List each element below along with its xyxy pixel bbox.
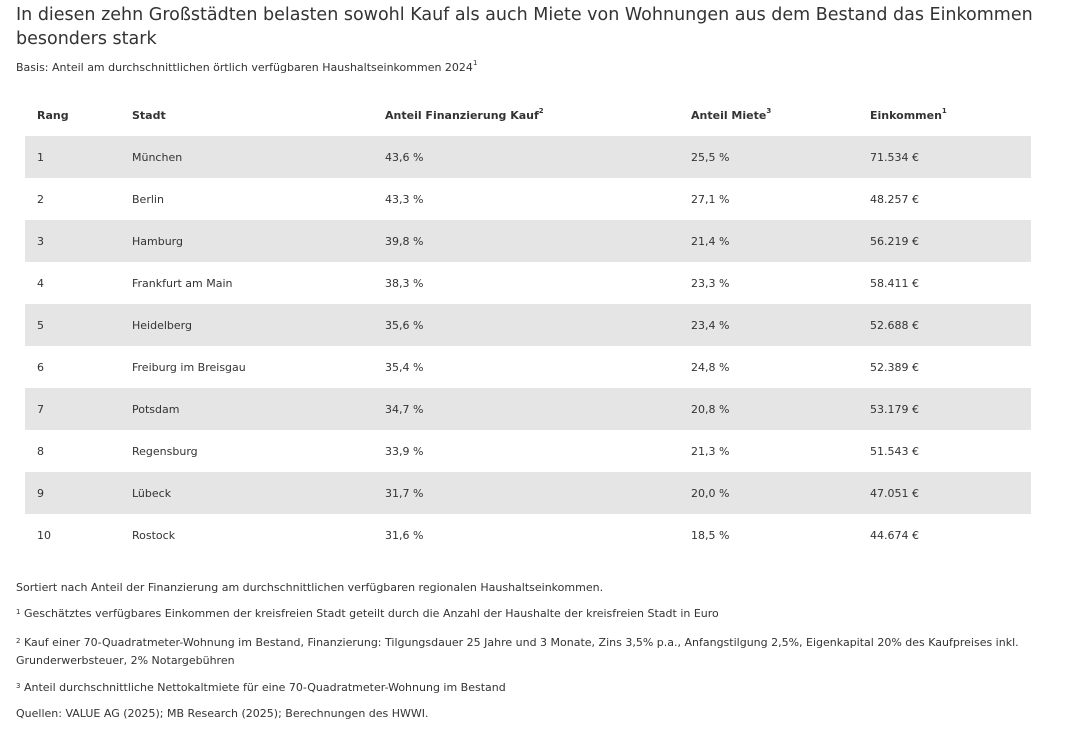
footnote-ref: 1: [472, 59, 478, 67]
column-header-einkommen: Einkommen1: [870, 94, 1031, 136]
cell-einkommen: 53.179 €: [870, 388, 1031, 430]
cell-anteil-miete: 20,8 %: [691, 388, 870, 430]
cell-anteil-kauf: 35,4 %: [385, 360, 424, 374]
cell-stadt: Heidelberg: [132, 304, 385, 346]
footnote-2: 2 Kauf einer 70-Quadratmeter-Wohnung im …: [16, 634, 1026, 670]
cell-einkommen: 52.389 €: [870, 360, 919, 374]
header-label: Stadt: [132, 108, 166, 122]
cell-rang: 6: [37, 360, 44, 374]
table-row: 2 Berlin 43,3 % 27,1 % 48.257 €: [25, 178, 1031, 220]
cell-anteil-kauf: 43,3 %: [385, 192, 424, 206]
city-ranking-table: Rang Stadt Anteil Finanzierung Kauf2 Anteil…: [25, 94, 1031, 556]
cell-anteil-kauf: 34,7 %: [385, 388, 691, 430]
cell-rang: 1: [25, 136, 132, 178]
cell-einkommen: 51.543 €: [870, 444, 919, 458]
cell-rang: 4: [37, 276, 44, 290]
table-row: 1 München 43,6 % 25,5 % 71.534 €: [25, 136, 1031, 178]
cell-anteil-kauf: 38,3 %: [385, 276, 424, 290]
cell-rang: 8: [37, 444, 44, 458]
cell-einkommen: 52.688 €: [870, 304, 1031, 346]
cell-anteil-miete: 21,3 %: [691, 444, 730, 458]
footnote-marker: 1: [16, 608, 21, 616]
footnote-ref: 2: [538, 106, 544, 115]
cell-rang: 3: [25, 220, 132, 262]
footnote-3: 3 Anteil durchschnittliche Nettokaltmiet…: [16, 679, 1026, 697]
table-row: 6 Freiburg im Breisgau 35,4 % 24,8 % 52.389 …: [25, 346, 1031, 388]
footnote-text: Anteil durchschnittliche Nettokaltmiete …: [23, 681, 506, 694]
footnote-marker: 3: [16, 682, 21, 690]
footnote-text: Kauf einer 70-Quadratmeter-Wohnung im Be…: [16, 636, 1019, 667]
cell-anteil-kauf: 31,7 %: [385, 472, 691, 514]
table-header-row: Rang Stadt Anteil Finanzierung Kauf2 Anteil…: [25, 94, 1031, 136]
cell-anteil-kauf: 35,6 %: [385, 304, 691, 346]
cell-anteil-miete: 25,5 %: [691, 136, 870, 178]
subtitle-text: Basis: Anteil am durchschnittlichen örtl…: [16, 61, 473, 74]
subtitle: Basis: Anteil am durchschnittlichen örtl…: [16, 59, 478, 74]
cell-anteil-miete: 27,1 %: [691, 192, 730, 206]
cell-einkommen: 56.219 €: [870, 220, 1031, 262]
cell-anteil-miete: 23,3 %: [691, 276, 730, 290]
cell-anteil-kauf: 39,8 %: [385, 220, 691, 262]
cell-stadt: Hamburg: [132, 220, 385, 262]
cell-stadt: München: [132, 136, 385, 178]
cell-anteil-kauf: 31,6 %: [385, 528, 424, 542]
cell-rang: 7: [25, 388, 132, 430]
table-row: 5 Heidelberg 35,6 % 23,4 % 52.688 €: [25, 304, 1031, 346]
table-row: 8 Regensburg 33,9 % 21,3 % 51.543 €: [25, 430, 1031, 472]
cell-stadt: Berlin: [132, 192, 164, 206]
cell-anteil-miete: 23,4 %: [691, 304, 870, 346]
cell-anteil-miete: 20,0 %: [691, 472, 870, 514]
cell-stadt: Lübeck: [132, 472, 385, 514]
page-title: In diesen zehn Großstädten belasten sowo…: [16, 5, 1033, 49]
footnote-text: Geschätztes verfügbares Einkommen der kr…: [23, 607, 719, 620]
cell-stadt: Frankfurt am Main: [132, 276, 233, 290]
cell-stadt: Regensburg: [132, 444, 198, 458]
header-label: Anteil Finanzierung Kauf: [385, 108, 539, 122]
footnote-ref: 1: [941, 106, 947, 115]
cell-stadt: Potsdam: [132, 388, 385, 430]
column-header-anteil-kauf: Anteil Finanzierung Kauf2: [385, 94, 691, 136]
cell-rang: 2: [37, 192, 44, 206]
column-header-rang: Rang: [25, 94, 132, 136]
table-row: 7 Potsdam 34,7 % 20,8 % 53.179 €: [25, 388, 1031, 430]
column-header-anteil-miete: Anteil Miete3: [691, 94, 870, 136]
cell-stadt: Freiburg im Breisgau: [132, 360, 246, 374]
cell-einkommen: 47.051 €: [870, 472, 1031, 514]
table-row: 10 Rostock 31,6 % 18,5 % 44.674 €: [25, 514, 1031, 556]
cell-anteil-kauf: 33,9 %: [385, 444, 424, 458]
cell-rang: 9: [25, 472, 132, 514]
cell-einkommen: 71.534 €: [870, 136, 1031, 178]
cell-rang: 5: [25, 304, 132, 346]
table-row: 3 Hamburg 39,8 % 21,4 % 56.219 €: [25, 220, 1031, 262]
table-row: 9 Lübeck 31,7 % 20,0 % 47.051 €: [25, 472, 1031, 514]
cell-anteil-miete: 24,8 %: [691, 360, 730, 374]
cell-einkommen: 58.411 €: [870, 276, 919, 290]
sources: Quellen: VALUE AG (2025); MB Research (2…: [16, 707, 429, 720]
sort-note: Sortiert nach Anteil der Finanzierung am…: [16, 581, 604, 594]
cell-einkommen: 48.257 €: [870, 192, 919, 206]
column-header-stadt: Stadt: [132, 94, 385, 136]
cell-anteil-miete: 21,4 %: [691, 220, 870, 262]
header-label: Anteil Miete: [691, 108, 767, 122]
footnote-ref: 3: [766, 106, 772, 115]
footnote-marker: 2: [16, 637, 21, 645]
cell-stadt: Rostock: [132, 528, 176, 542]
footnote-1: 1 Geschätztes verfügbares Einkommen der …: [16, 605, 1026, 623]
header-label: Einkommen: [870, 108, 942, 122]
cell-anteil-kauf: 43,6 %: [385, 136, 691, 178]
table-row: 4 Frankfurt am Main 38,3 % 23,3 % 58.411 €: [25, 262, 1031, 304]
cell-anteil-miete: 18,5 %: [691, 528, 730, 542]
cell-einkommen: 44.674 €: [870, 528, 919, 542]
header-label: Rang: [37, 108, 69, 122]
cell-rang: 10: [37, 528, 51, 542]
